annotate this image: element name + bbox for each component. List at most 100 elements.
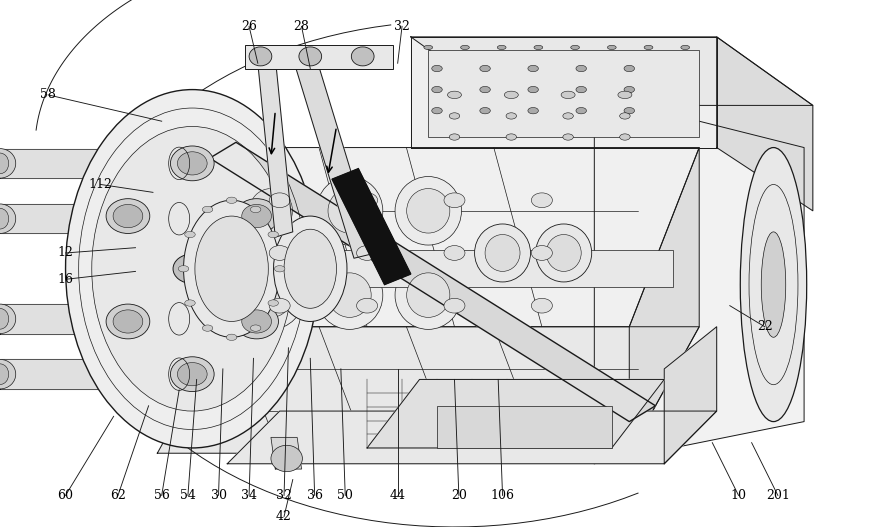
Ellipse shape — [170, 357, 214, 392]
Ellipse shape — [316, 261, 383, 329]
Ellipse shape — [444, 298, 465, 313]
Ellipse shape — [406, 273, 450, 317]
Ellipse shape — [546, 235, 581, 271]
Ellipse shape — [531, 246, 552, 260]
Ellipse shape — [432, 86, 442, 93]
Ellipse shape — [274, 266, 285, 272]
Ellipse shape — [328, 273, 371, 317]
Ellipse shape — [269, 193, 290, 208]
Text: 20: 20 — [451, 489, 467, 502]
Ellipse shape — [184, 231, 195, 238]
Ellipse shape — [444, 193, 465, 208]
Ellipse shape — [406, 189, 450, 233]
Ellipse shape — [242, 310, 272, 333]
Polygon shape — [0, 359, 166, 389]
Ellipse shape — [0, 153, 9, 174]
Ellipse shape — [740, 148, 807, 422]
Ellipse shape — [238, 261, 304, 329]
Polygon shape — [0, 149, 166, 178]
Ellipse shape — [0, 149, 16, 178]
Polygon shape — [367, 379, 664, 448]
Polygon shape — [0, 304, 166, 334]
Ellipse shape — [274, 216, 347, 321]
Ellipse shape — [268, 231, 279, 238]
Ellipse shape — [449, 134, 460, 140]
Ellipse shape — [106, 304, 149, 339]
Ellipse shape — [113, 204, 142, 228]
Ellipse shape — [328, 189, 371, 233]
Ellipse shape — [432, 65, 442, 72]
Ellipse shape — [444, 246, 465, 260]
Text: 54: 54 — [180, 489, 196, 502]
Ellipse shape — [316, 177, 383, 245]
Text: 16: 16 — [58, 273, 73, 286]
Ellipse shape — [761, 232, 786, 337]
Ellipse shape — [251, 325, 260, 331]
Polygon shape — [157, 148, 699, 327]
Ellipse shape — [563, 134, 573, 140]
Ellipse shape — [170, 146, 214, 181]
Ellipse shape — [0, 304, 16, 334]
Polygon shape — [411, 37, 717, 148]
Polygon shape — [210, 142, 656, 422]
Ellipse shape — [238, 177, 304, 245]
Text: 26: 26 — [241, 20, 257, 33]
Ellipse shape — [624, 108, 635, 114]
Ellipse shape — [531, 298, 552, 313]
Ellipse shape — [620, 113, 630, 119]
Text: 42: 42 — [276, 510, 292, 523]
Ellipse shape — [624, 86, 635, 93]
Text: 58: 58 — [40, 89, 56, 101]
Ellipse shape — [432, 108, 442, 114]
Ellipse shape — [461, 45, 469, 50]
Ellipse shape — [497, 45, 506, 50]
Text: 12: 12 — [58, 247, 73, 259]
Ellipse shape — [504, 91, 518, 99]
Bar — [437, 406, 612, 448]
Ellipse shape — [351, 47, 374, 66]
Ellipse shape — [203, 206, 213, 212]
Polygon shape — [629, 148, 699, 453]
Ellipse shape — [92, 126, 293, 411]
Ellipse shape — [475, 224, 531, 282]
Polygon shape — [271, 437, 302, 469]
Ellipse shape — [395, 177, 461, 245]
Text: 22: 22 — [757, 320, 773, 333]
Ellipse shape — [534, 45, 543, 50]
Ellipse shape — [202, 325, 213, 331]
Text: 36: 36 — [307, 489, 323, 502]
Text: 34: 34 — [241, 489, 257, 502]
Text: 44: 44 — [390, 489, 406, 502]
Ellipse shape — [251, 206, 260, 212]
Text: 60: 60 — [58, 489, 73, 502]
Bar — [245, 45, 393, 69]
Ellipse shape — [480, 86, 490, 93]
Ellipse shape — [620, 134, 630, 140]
Text: 32: 32 — [394, 20, 410, 33]
Ellipse shape — [106, 199, 149, 233]
Polygon shape — [664, 327, 717, 464]
Ellipse shape — [0, 208, 9, 229]
Ellipse shape — [113, 310, 142, 333]
Ellipse shape — [424, 45, 433, 50]
Ellipse shape — [235, 304, 279, 339]
Ellipse shape — [531, 193, 552, 208]
Ellipse shape — [249, 47, 272, 66]
Polygon shape — [332, 169, 411, 285]
Ellipse shape — [357, 193, 378, 208]
Ellipse shape — [618, 91, 632, 99]
Ellipse shape — [269, 298, 290, 313]
Ellipse shape — [485, 235, 520, 271]
Text: 32: 32 — [276, 489, 292, 502]
Ellipse shape — [235, 199, 279, 233]
Ellipse shape — [66, 90, 319, 448]
Ellipse shape — [249, 189, 293, 233]
Ellipse shape — [576, 65, 586, 72]
Ellipse shape — [0, 359, 16, 389]
Text: 28: 28 — [294, 20, 309, 33]
Ellipse shape — [447, 91, 461, 99]
Bar — [428, 50, 699, 137]
Ellipse shape — [528, 108, 538, 114]
Polygon shape — [0, 204, 166, 233]
Ellipse shape — [563, 113, 573, 119]
